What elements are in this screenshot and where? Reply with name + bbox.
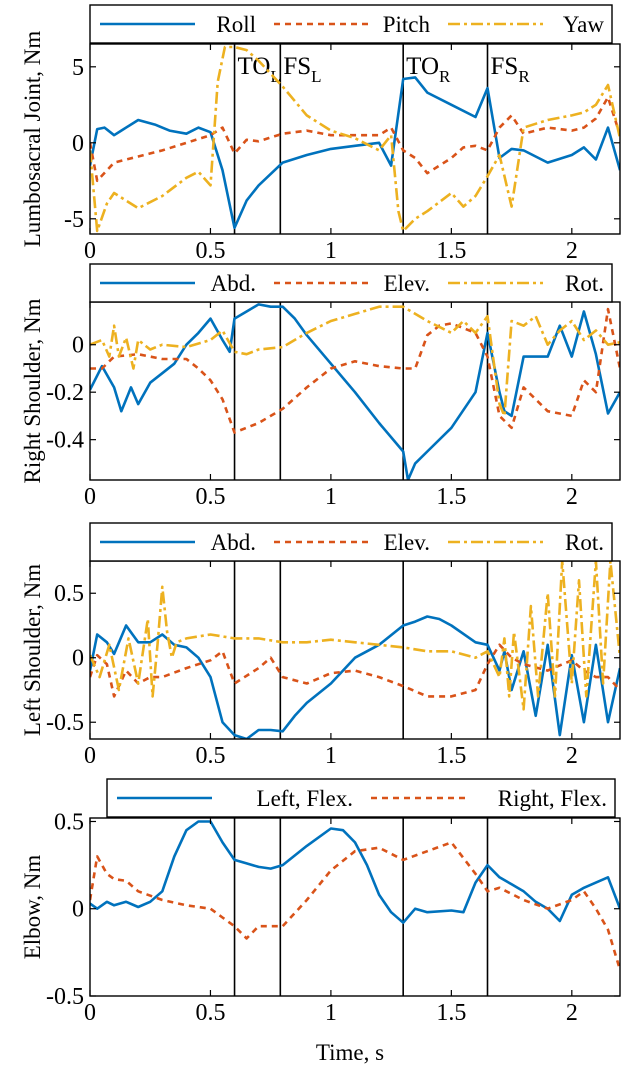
legend: Abd. Elev. Rot. [89,263,613,303]
legend: Roll Pitch Yaw [89,4,613,44]
y-tick-label: 0 [72,333,84,359]
axes-box [89,43,621,235]
y-tick-label: -0.4 [46,428,84,454]
x-tick-label: 1 [325,743,337,769]
legend-label-abd: Abd. [211,530,256,555]
series-line-rot [90,561,620,711]
y-axis-label: Left Shoulder, Nm [20,564,45,736]
x-tick-label: 1 [325,1000,337,1026]
x-tick-label: 0 [84,238,96,264]
x-axis-label: Time, s [316,1040,384,1065]
series-line-elev [90,643,620,698]
y-tick-label: 0 [72,897,84,923]
x-tick-label: 0 [84,1000,96,1026]
x-tick-label: 1.5 [436,1000,466,1026]
axes-box [89,560,621,740]
event-label-2: TOR [406,53,451,86]
x-tick-label: 1.5 [436,238,466,264]
event-label-3: FSR [491,53,531,86]
x-tick-label: 0 [84,484,96,510]
x-tick-label: 0 [84,743,96,769]
axes-box [89,817,621,997]
legend-label-elev: Elev. [384,271,430,296]
x-tick-label: 0.5 [195,743,225,769]
y-axis-label: Right Shoulder, Nm [20,298,45,483]
series-line-elev [90,307,620,434]
series-line-left-flex [90,820,620,925]
series-line-yaw [90,45,620,233]
y-tick-label: -5 [64,207,84,233]
series-line-abd [90,303,620,480]
y-tick-label: 0.5 [54,809,84,835]
x-tick-label: 0.5 [195,484,225,510]
series-line-right-flex [90,841,620,971]
x-tick-label: 2 [566,1000,578,1026]
legend-label-roll: Roll [216,12,256,37]
legend-label-abd: Abd. [211,271,256,296]
x-tick-label: 1.5 [436,743,466,769]
x-tick-label: 0.5 [195,1000,225,1026]
legend-label-elev: Elev. [384,530,430,555]
legend-label-rot: Rot. [565,530,604,555]
y-tick-label: -0.5 [46,710,84,736]
legend: Left, Flex. Right, Flex. [106,778,616,818]
series-line-abd [90,615,620,739]
series-line-roll [90,76,620,230]
y-tick-label: -0.2 [46,380,84,406]
y-axis-label: Elbow, Nm [20,855,45,960]
y-tick-label: 5 [72,55,84,81]
legend-label-rot: Rot. [565,271,604,296]
event-label-0: TOL [238,53,281,86]
y-axis-label: Lumbosacral Joint, Nm [20,31,45,248]
series-line-rot [90,305,620,418]
series-line-pitch [90,95,620,183]
x-tick-label: 2 [566,238,578,264]
legend-label-left-flex: Left, Flex. [257,786,353,811]
x-tick-label: 2 [566,484,578,510]
x-tick-label: 1.5 [436,484,466,510]
y-tick-label: 0.5 [54,581,84,607]
legend-label-pitch: Pitch [383,12,431,37]
legend-label-yaw: Yaw [563,12,605,37]
x-tick-label: 2 [566,743,578,769]
event-label-1: FSL [283,53,321,86]
y-tick-label: 0 [72,646,84,672]
legend-label-right-flex: Right, Flex. [498,786,607,811]
x-tick-label: 1 [325,238,337,264]
y-tick-label: -0.5 [46,984,84,1010]
legend: Abd. Elev. Rot. [89,522,613,562]
x-tick-label: 0.5 [195,238,225,264]
panel-right-shoulder: 0 0.5 1 1.5 2 -0.4 -0.2 0 Right Shoulder, Nm Abd.… [20,263,621,510]
x-tick-label: 1 [325,484,337,510]
y-tick-label: 0 [72,131,84,157]
